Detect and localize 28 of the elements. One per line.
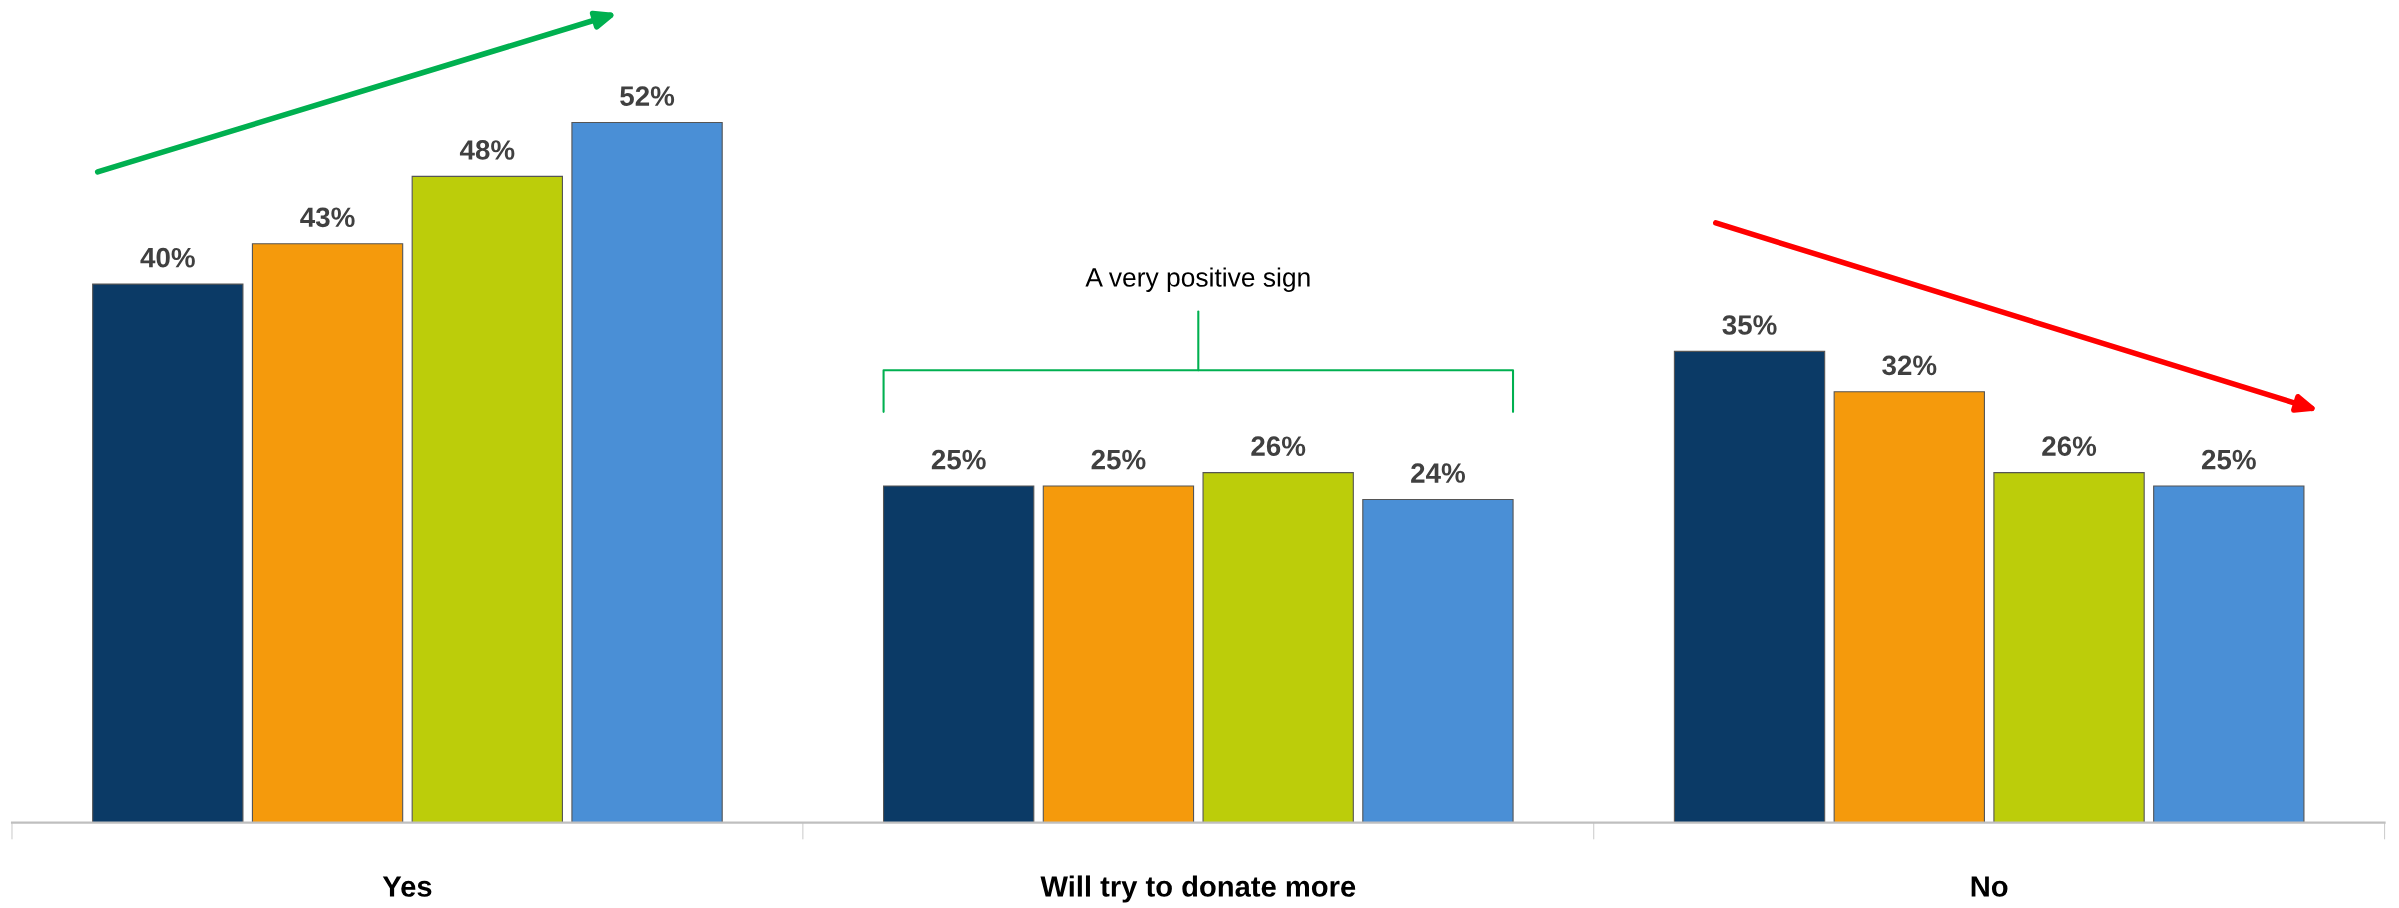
data-label: 52% xyxy=(620,86,675,106)
data-label: 25% xyxy=(1091,449,1146,470)
bar xyxy=(1202,472,1354,823)
data-label: 26% xyxy=(2042,436,2097,456)
bar xyxy=(1833,391,1985,823)
x-tick-label: Will try to donate more xyxy=(1040,875,1356,903)
bar xyxy=(1362,498,1514,823)
data-label: 32% xyxy=(1882,355,1937,376)
data-label: 26% xyxy=(1251,436,1306,456)
bar xyxy=(2153,485,2305,823)
data-label: 40% xyxy=(140,247,195,268)
bar xyxy=(571,121,723,823)
data-label: 25% xyxy=(931,449,986,470)
x-tick-label: Yes xyxy=(382,876,432,897)
bar xyxy=(92,283,244,823)
data-label: 48% xyxy=(459,140,515,160)
annotation: A very positive sign xyxy=(1085,267,1310,292)
x-tick-label: No xyxy=(1971,876,2008,897)
data-label: 24% xyxy=(1411,463,1465,483)
data-label: 35% xyxy=(1722,315,1777,335)
bar xyxy=(1993,472,2145,823)
bar xyxy=(251,243,404,823)
bar xyxy=(1042,485,1195,823)
bar xyxy=(1673,350,1826,823)
bar xyxy=(882,485,1035,823)
data-label: 43% xyxy=(300,207,355,228)
bar xyxy=(411,175,563,823)
data-label: 25% xyxy=(2201,449,2256,470)
